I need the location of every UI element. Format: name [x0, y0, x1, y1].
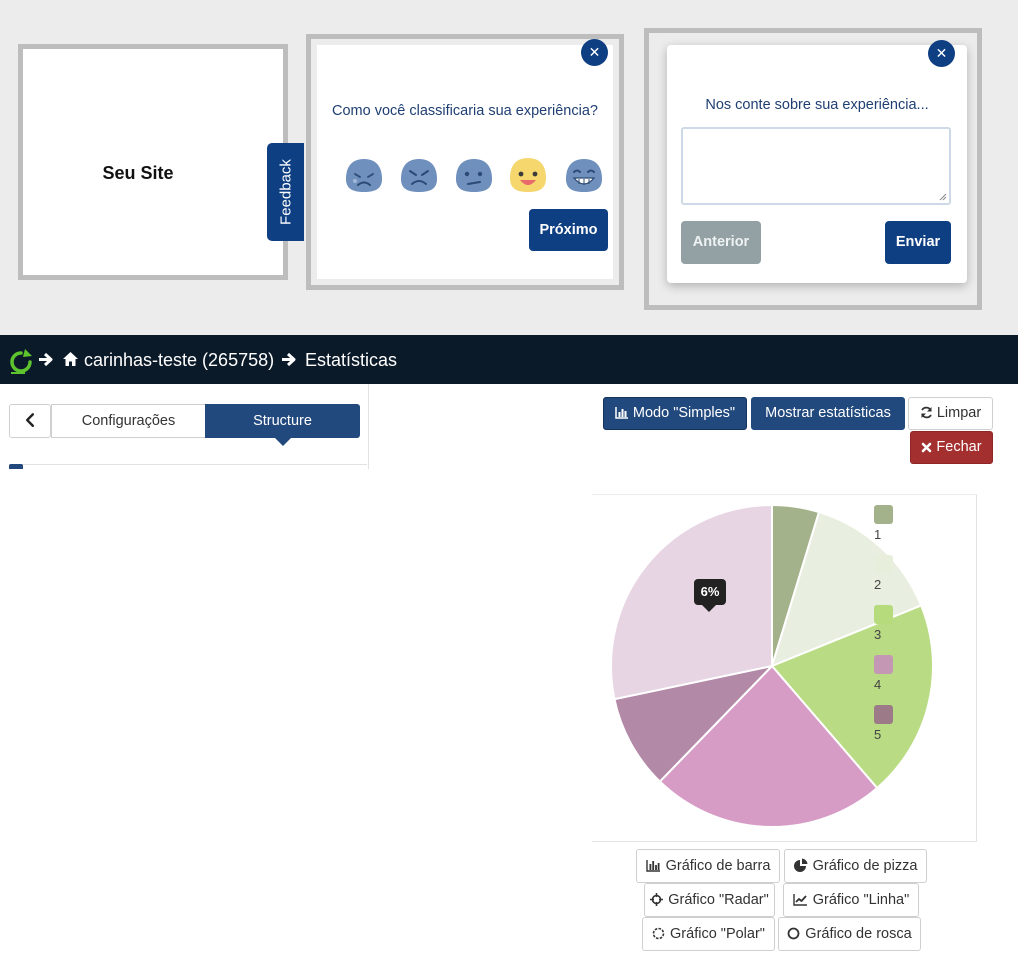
legend-swatch [874, 655, 893, 674]
send-button[interactable]: Enviar [885, 221, 951, 264]
clear-label: Limpar [936, 405, 982, 421]
pie-slice-5[interactable] [613, 664, 775, 783]
angry-face-icon[interactable] [400, 157, 438, 193]
show-statistics-button[interactable]: Mostrar estatísticas [751, 397, 905, 430]
arrow-right-icon [282, 352, 296, 367]
rating-step-card: Como você classificaria sua experiência? [317, 45, 613, 279]
experience-textarea[interactable] [681, 127, 951, 205]
tab-structure[interactable]: Structure [205, 404, 360, 438]
resize-grip-icon[interactable] [939, 193, 947, 201]
pie-slice-2[interactable] [770, 510, 923, 668]
pie-chart-button[interactable]: Gráfico de pizza [784, 849, 927, 883]
chart-legend: 1 2 3 4 5 [874, 505, 934, 755]
circle-outline-icon [787, 927, 800, 940]
arrow-right-icon [39, 352, 53, 367]
tab-configuracoes[interactable]: Configurações [51, 404, 206, 438]
face-rating-row [345, 157, 607, 197]
pie-slice-other[interactable] [610, 503, 773, 701]
pie-slice-3[interactable] [770, 604, 934, 790]
statistics-chart: 1 2 3 4 5 6% [592, 494, 977, 842]
active-tab-caret [275, 438, 291, 446]
line-chart-icon [793, 894, 807, 906]
simple-mode-label: Modo "Simples" [632, 405, 736, 421]
close-icon [922, 442, 932, 453]
app-logo-icon[interactable] [8, 347, 34, 375]
legend-item-3[interactable]: 3 [874, 605, 934, 655]
bar-chart-button[interactable]: Gráfico de barra [636, 849, 780, 883]
feedback-tab-label: Feedback [277, 159, 294, 225]
legend-item-2[interactable]: 2 [874, 555, 934, 605]
legend-label: 4 [874, 677, 882, 692]
pie-chart-label: Gráfico de pizza [812, 858, 918, 874]
site-preview-card: Seu Site [23, 49, 283, 275]
feedback-widget-preview-banner: Seu Site Feedback Como você classificari… [0, 0, 1018, 335]
doughnut-chart-button[interactable]: Gráfico de rosca [778, 917, 921, 951]
refresh-icon [920, 406, 932, 419]
rating-question: Como você classificaria sua experiência? [332, 103, 598, 119]
legend-label: 2 [874, 577, 882, 592]
pie-chart [610, 503, 934, 828]
legend-swatch [874, 705, 893, 724]
close-icon[interactable]: ✕ [581, 39, 608, 66]
smiling-face-icon[interactable] [509, 157, 547, 193]
message-question: Nos conte sobre sua experiência... [705, 97, 929, 113]
back-button[interactable]: Anterior [681, 221, 761, 264]
side-panel: Configurações Structure [0, 384, 369, 469]
message-step-frame: Nos conte sobre sua experiência... Anter… [644, 28, 982, 310]
site-preview-frame: Seu Site Feedback [18, 44, 304, 280]
chart-tooltip-pointer [702, 605, 716, 612]
close-label: Fechar [936, 439, 982, 455]
top-navigation-bar: carinhas-teste (265758) Estatísticas [0, 335, 1018, 384]
polar-chart-label: Gráfico "Polar" [670, 926, 765, 942]
home-icon[interactable] [62, 351, 79, 368]
chart-tooltip: 6% [694, 579, 726, 605]
rating-step-frame: Como você classificaria sua experiência? [306, 34, 624, 290]
polar-chart-button[interactable]: Gráfico "Polar" [642, 917, 775, 951]
collapse-panel-button[interactable] [9, 404, 51, 438]
close-icon[interactable]: ✕ [928, 40, 955, 67]
circle-notch-icon [652, 927, 665, 940]
very-sad-face-icon[interactable] [345, 157, 383, 193]
next-button[interactable]: Próximo [529, 209, 608, 251]
legend-item-4[interactable]: 4 [874, 655, 934, 705]
doughnut-chart-label: Gráfico de rosca [805, 926, 912, 942]
clear-button[interactable]: Limpar [908, 397, 993, 430]
line-chart-button[interactable]: Gráfico "Linha" [783, 883, 919, 917]
bar-chart-icon [615, 407, 628, 419]
close-statistics-button[interactable]: Fechar [910, 431, 993, 464]
pie-slice-4[interactable] [658, 664, 879, 828]
legend-swatch [874, 555, 893, 574]
legend-swatch [874, 505, 893, 524]
neutral-face-icon[interactable] [455, 157, 493, 193]
chevron-left-icon [25, 413, 35, 427]
panel-divider [9, 464, 367, 465]
panel-section-marker [9, 464, 23, 469]
line-chart-label: Gráfico "Linha" [812, 892, 910, 908]
legend-swatch [874, 605, 893, 624]
site-title: Seu Site [102, 163, 174, 183]
radar-chart-label: Gráfico "Radar" [668, 892, 769, 908]
legend-label: 1 [874, 527, 882, 542]
legend-label: 5 [874, 727, 882, 742]
grinning-face-icon[interactable] [565, 157, 603, 193]
legend-item-1[interactable]: 1 [874, 505, 934, 555]
breadcrumb-survey-link[interactable]: carinhas-teste (265758) [84, 350, 275, 370]
message-step-card: Nos conte sobre sua experiência... Anter… [667, 45, 967, 283]
simple-mode-button[interactable]: Modo "Simples" [603, 397, 747, 430]
legend-label: 3 [874, 627, 882, 642]
legend-item-5[interactable]: 5 [874, 705, 934, 755]
breadcrumb-current-page: Estatísticas [305, 350, 398, 370]
bar-chart-label: Gráfico de barra [665, 858, 771, 874]
feedback-tab-button[interactable]: Feedback [267, 143, 304, 241]
bar-chart-icon [645, 860, 660, 872]
radar-chart-button[interactable]: Gráfico "Radar" [644, 883, 775, 917]
crosshairs-icon [650, 893, 664, 906]
pie-chart-icon [793, 858, 808, 872]
